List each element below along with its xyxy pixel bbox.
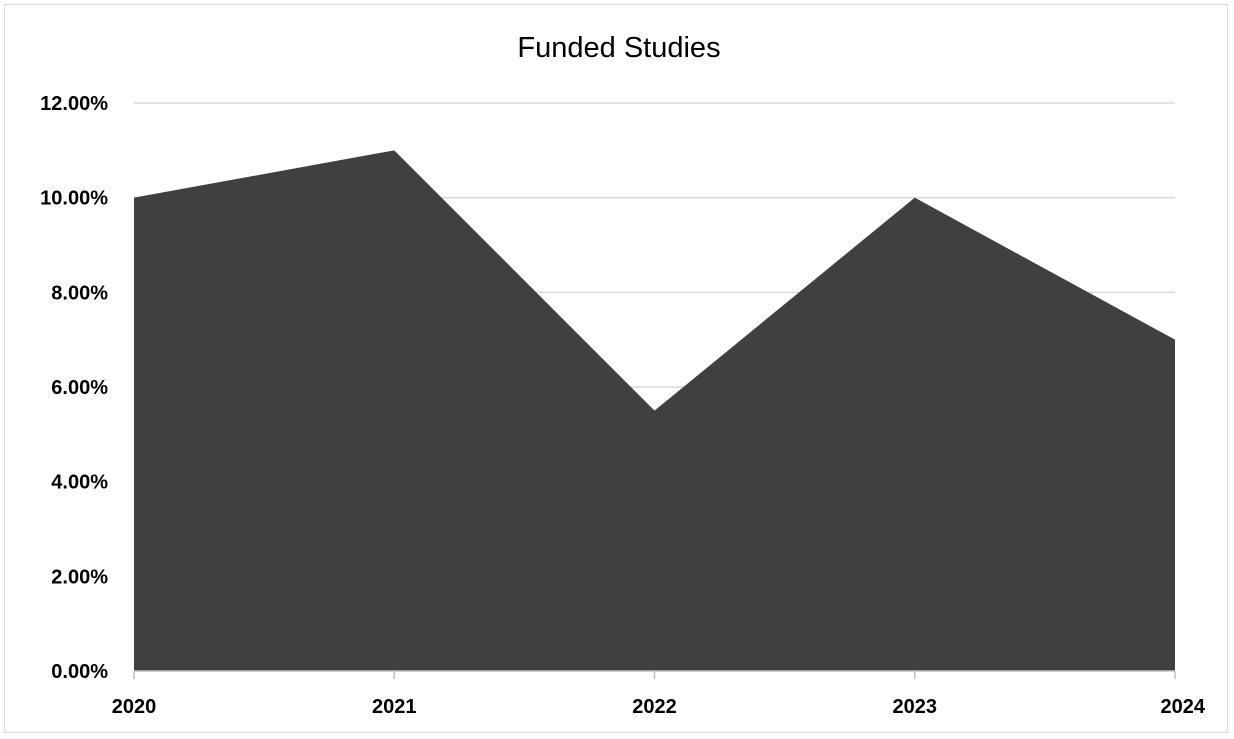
x-tick-label: 2023 [893, 696, 938, 718]
x-tick-label: 2024 [1161, 696, 1206, 718]
x-tick-label: 2021 [372, 696, 417, 718]
y-tick-label: 6.00% [51, 377, 108, 399]
x-axis-tick-labels: 2020 2021 2022 2023 2024 [112, 696, 1206, 718]
x-axis [133, 670, 1176, 679]
y-tick-label: 10.00% [40, 188, 108, 210]
chart-title: Funded Studies [517, 32, 720, 64]
x-tick-label: 2020 [112, 696, 157, 718]
y-tick-label: 8.00% [51, 282, 108, 304]
y-tick-label: 2.00% [51, 566, 108, 588]
area-series [134, 150, 1175, 672]
y-tick-label: 12.00% [40, 93, 108, 115]
area-fill [134, 150, 1175, 672]
y-tick-label: 4.00% [51, 472, 108, 494]
y-tick-label: 0.00% [51, 661, 108, 683]
x-tick-label: 2022 [632, 696, 677, 718]
y-axis-tick-labels: 0.00% 2.00% 4.00% 6.00% 8.00% 10.00% 12.00% [40, 93, 108, 683]
